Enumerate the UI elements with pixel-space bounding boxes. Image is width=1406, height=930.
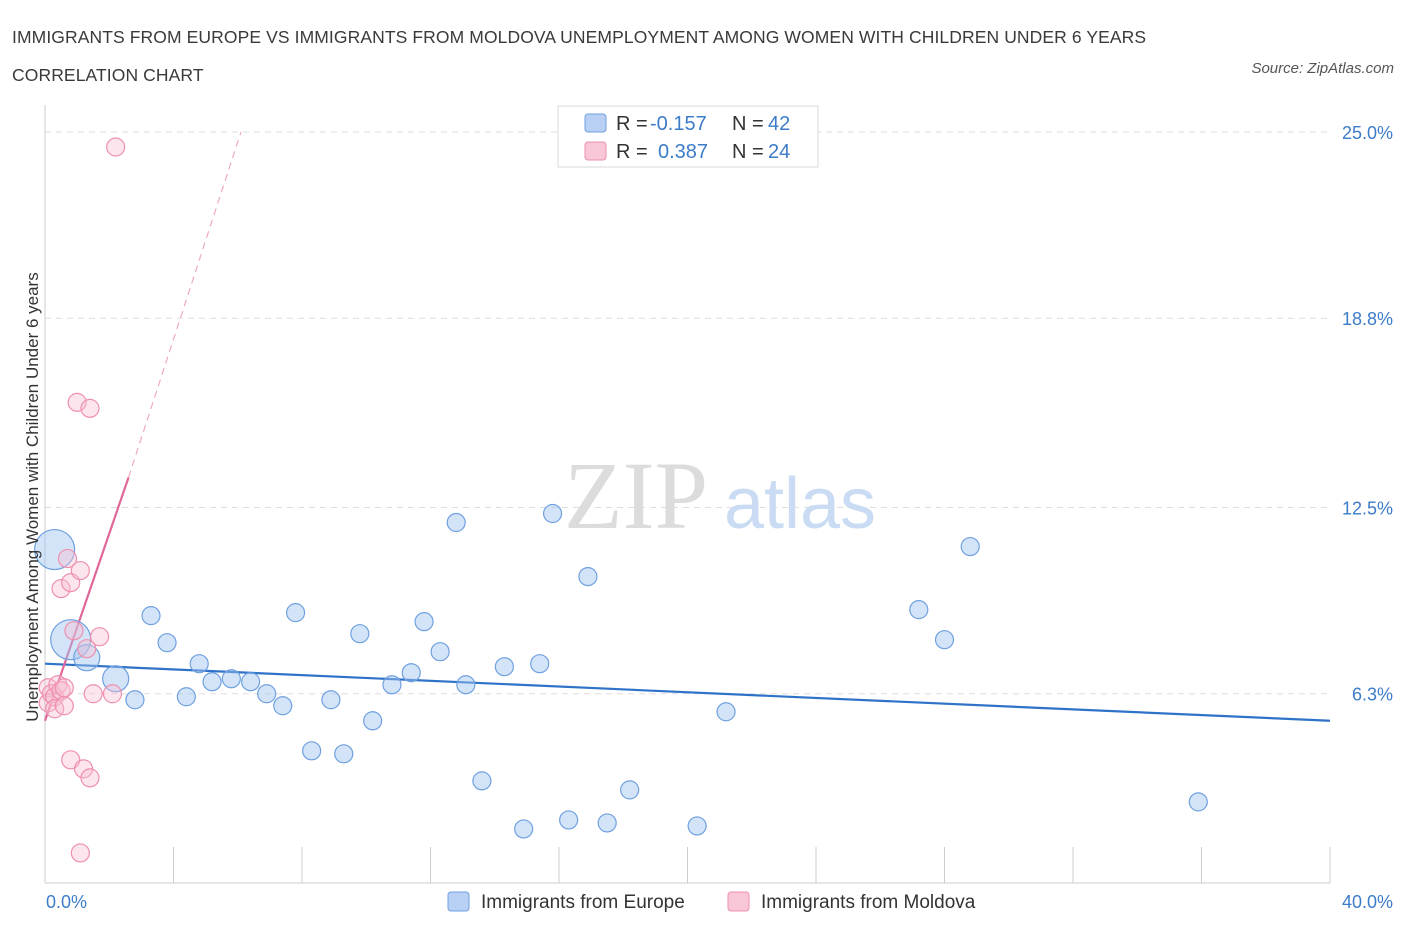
moldova-point [102, 684, 123, 704]
europe-point [514, 819, 534, 839]
europe-point [578, 566, 598, 587]
europe-point [141, 606, 161, 626]
europe-point [414, 612, 434, 632]
moldova-point [106, 137, 126, 157]
europe-point [157, 633, 177, 653]
tick-labels: 6.3% 12.5% 18.8% 25.0% 0.0% 40.0% [46, 123, 1393, 912]
moldova-point [51, 579, 71, 599]
y-tick-label: 18.8% [1342, 309, 1393, 329]
europe-trend-line [44, 662, 1331, 722]
moldova-point [77, 639, 97, 659]
moldova-point [51, 681, 71, 701]
europe-point [909, 600, 929, 620]
europe-point [446, 512, 466, 533]
series-legend: Immigrants from Europe Immigrants from M… [447, 891, 976, 913]
y-axis-label: Unemployment Among Women with Children U… [23, 272, 42, 722]
moldova-point [70, 560, 90, 581]
europe-point [530, 654, 550, 674]
europe-point [456, 675, 476, 695]
legend-europe-swatch [447, 891, 470, 912]
europe-r-value: -0.157 [650, 113, 707, 135]
watermark-atlas: atlas [724, 464, 876, 544]
moldova-point [80, 398, 100, 418]
stats-legend: R = -0.157 N = 42 R = 0.387 N = 24 [557, 105, 819, 168]
europe-point [334, 744, 354, 764]
europe-point [597, 813, 617, 833]
source-note: Source: ZipAtlas.com [1251, 60, 1394, 77]
europe-point [363, 711, 383, 731]
moldova-r-value: 0.387 [658, 141, 708, 163]
europe-point [34, 528, 76, 571]
chart-title: IMMIGRANTS FROM EUROPE VS IMMIGRANTS FRO… [12, 27, 1147, 85]
x-tick-label: 0.0% [46, 892, 87, 912]
europe-point [189, 654, 209, 674]
europe-point [620, 780, 640, 800]
europe-n-label: N = [732, 113, 764, 135]
europe-point [472, 771, 492, 791]
y-tick-label: 12.5% [1342, 499, 1393, 519]
legend-europe-label: Immigrants from Europe [481, 892, 685, 913]
y-tick-label: 6.3% [1352, 685, 1393, 705]
europe-point [542, 503, 563, 524]
x-tick-label: 40.0% [1342, 892, 1393, 912]
moldova-point [64, 621, 84, 641]
europe-point [241, 672, 261, 692]
moldova-point [80, 768, 100, 788]
europe-point [285, 603, 306, 623]
europe-point [1188, 792, 1208, 812]
moldova-point [57, 548, 78, 569]
europe-point [176, 687, 196, 707]
europe-point [430, 642, 450, 662]
trend-lines [43, 131, 1331, 722]
europe-point [716, 702, 736, 722]
moldova-n-label: N = [732, 141, 764, 163]
legend-moldova-swatch [727, 891, 750, 912]
data-points [34, 137, 1208, 863]
europe-point [494, 657, 514, 677]
moldova-point [54, 696, 74, 716]
europe-point [559, 810, 579, 830]
gridlines [45, 131, 1330, 695]
europe-point [960, 536, 980, 557]
axes [44, 105, 1331, 884]
europe-r-label: R = [616, 113, 648, 135]
moldova-r-label: R = [616, 141, 648, 163]
europe-point [221, 669, 241, 689]
europe-point [125, 690, 145, 710]
moldova-point [70, 843, 90, 863]
moldova-n-value: 24 [768, 141, 790, 163]
europe-point [350, 624, 370, 644]
y-tick-label: 25.0% [1342, 123, 1393, 143]
europe-point [257, 684, 277, 704]
moldova-legend-swatch [584, 141, 607, 161]
europe-legend-swatch [584, 113, 607, 133]
europe-point [401, 663, 421, 683]
europe-point [382, 675, 402, 695]
europe-point [273, 696, 293, 716]
legend-moldova-label: Immigrants from Moldova [761, 892, 976, 913]
europe-point [302, 741, 322, 761]
europe-n-value: 42 [768, 113, 790, 135]
europe-point [687, 816, 707, 836]
moldova-point [90, 627, 110, 647]
europe-point [321, 690, 341, 710]
watermark: ZIP atlas [564, 442, 876, 549]
moldova-point [54, 678, 74, 698]
europe-point [934, 630, 955, 650]
europe-point [202, 672, 222, 692]
watermark-zip: ZIP [564, 442, 708, 549]
moldova-trend-extension [127, 131, 242, 478]
moldova-point [83, 684, 103, 704]
